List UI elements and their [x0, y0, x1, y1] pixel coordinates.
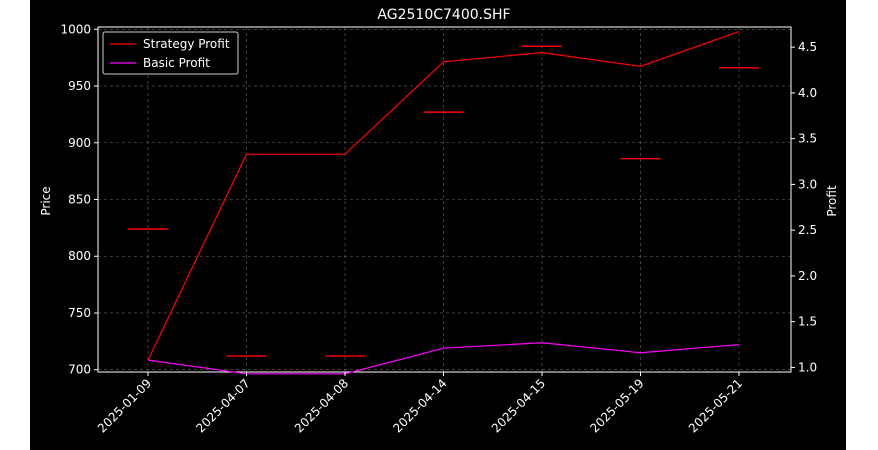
y-right-tick-label-4.0: 4.0 [798, 86, 817, 100]
y-right-tick-label-1.5: 1.5 [798, 315, 817, 329]
y-right-tick-label-1.0: 1.0 [798, 360, 817, 374]
legend-label-basic-profit: Basic Profit [143, 56, 210, 70]
price-marks [128, 45, 759, 357]
y-right-tick-label-4.5: 4.5 [798, 40, 817, 54]
chart-title: AG2510C7400.SHF [377, 7, 510, 23]
y-axis-right-label: Profit [825, 185, 839, 217]
y-axis-left-label: Price [39, 186, 53, 215]
y-left-tick-label-900: 900 [68, 136, 91, 150]
legend-label-strategy-profit: Strategy Profit [143, 37, 230, 51]
y-left-tick-label-850: 850 [68, 193, 91, 207]
y-left-tick-label-950: 950 [68, 79, 91, 93]
series-line-strategy-profit [147, 31, 740, 361]
y-left-tick-label-1000: 1000 [60, 22, 91, 36]
y-right-tick-label-3.5: 3.5 [798, 132, 817, 146]
y-left-tick-label-700: 700 [68, 363, 91, 377]
y-axis-right: 1.0 1.5 2.0 2.5 3.0 3.5 4.0 4.5 [791, 40, 817, 374]
y-right-tick-label-2.5: 2.5 [798, 223, 817, 237]
gridlines [98, 27, 791, 372]
y-right-tick-label-2.0: 2.0 [798, 269, 817, 283]
legend-box [102, 31, 239, 75]
y-axis-left: 700 750 800 850 900 950 1000 [60, 22, 98, 377]
y-right-tick-label-3.0: 3.0 [798, 177, 817, 191]
y-left-tick-label-800: 800 [68, 249, 91, 263]
legend: Strategy Profit Basic Profit [102, 31, 239, 75]
y-left-tick-label-750: 750 [68, 306, 91, 320]
